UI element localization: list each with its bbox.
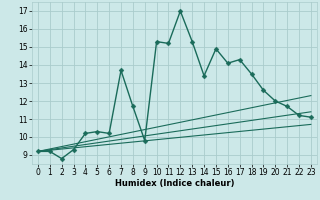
- X-axis label: Humidex (Indice chaleur): Humidex (Indice chaleur): [115, 179, 234, 188]
